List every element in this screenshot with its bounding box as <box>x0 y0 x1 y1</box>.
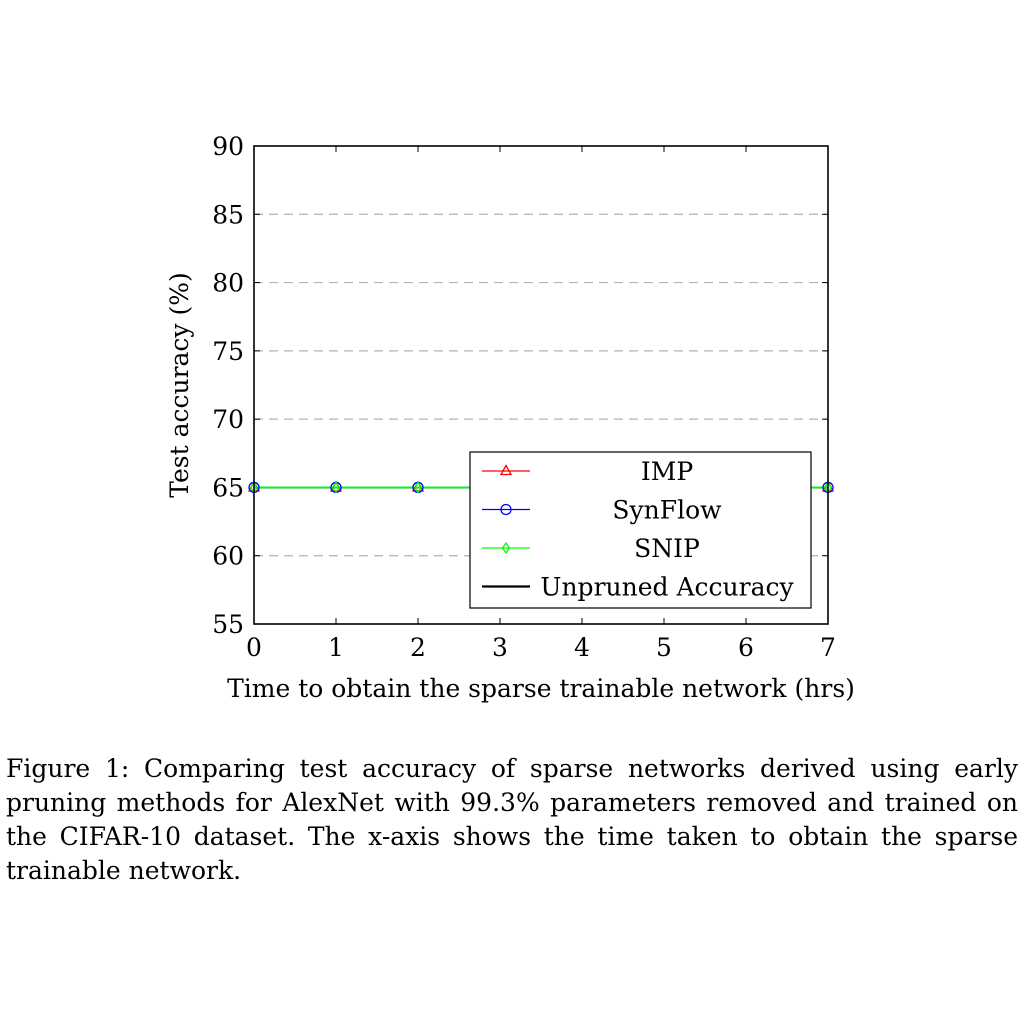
x-tick-label: 5 <box>656 633 672 662</box>
snip-point <box>413 481 423 494</box>
x-tick-label: 1 <box>328 633 344 662</box>
y-tick-label: 75 <box>212 337 244 366</box>
legend-marker-snip <box>501 541 511 555</box>
y-tick-label: 65 <box>212 473 244 502</box>
x-tick-label: 4 <box>574 633 590 662</box>
y-tick-label: 85 <box>212 200 244 229</box>
x-tick-label: 3 <box>492 633 508 662</box>
y-tick-label: 80 <box>212 269 244 298</box>
legend-label-unpruned-accuracy: Unpruned Accuracy <box>540 573 794 602</box>
snip-point <box>331 481 341 494</box>
chart: 55 60 65 70 75 80 85 90 0 1 2 3 4 5 6 7 Time to obtain … <box>165 132 855 703</box>
legend-box <box>469 451 812 609</box>
y-tick-label: 90 <box>212 132 244 161</box>
x-tick-label: 6 <box>738 633 754 662</box>
legend-label-synflow: SynFlow <box>612 496 722 525</box>
legend-marker-synflow <box>500 503 512 516</box>
x-tick-label: 7 <box>820 633 836 662</box>
legend-marker-imp <box>499 464 513 476</box>
x-tick-label: 2 <box>410 633 426 662</box>
tick-labels: 55 60 65 70 75 80 85 90 0 1 2 3 4 5 6 7 <box>212 132 836 662</box>
plot-frame <box>253 145 829 625</box>
y-tick-label: 60 <box>212 542 244 571</box>
y-axis-label: Test accuracy (%) <box>165 272 194 498</box>
legend-label-snip: SNIP <box>634 534 700 563</box>
x-axis-label: Time to obtain the sparse trainable netw… <box>227 674 855 703</box>
legend: IMP SynFlow SNIP Unpruned Accuracy <box>469 451 812 609</box>
x-tick-label: 0 <box>246 633 262 662</box>
y-tick-label: 55 <box>212 610 244 639</box>
y-tick-label: 70 <box>212 405 244 434</box>
figure-caption: Figure 1: Comparing test accuracy of spa… <box>6 754 1018 885</box>
legend-label-imp: IMP <box>641 457 693 486</box>
